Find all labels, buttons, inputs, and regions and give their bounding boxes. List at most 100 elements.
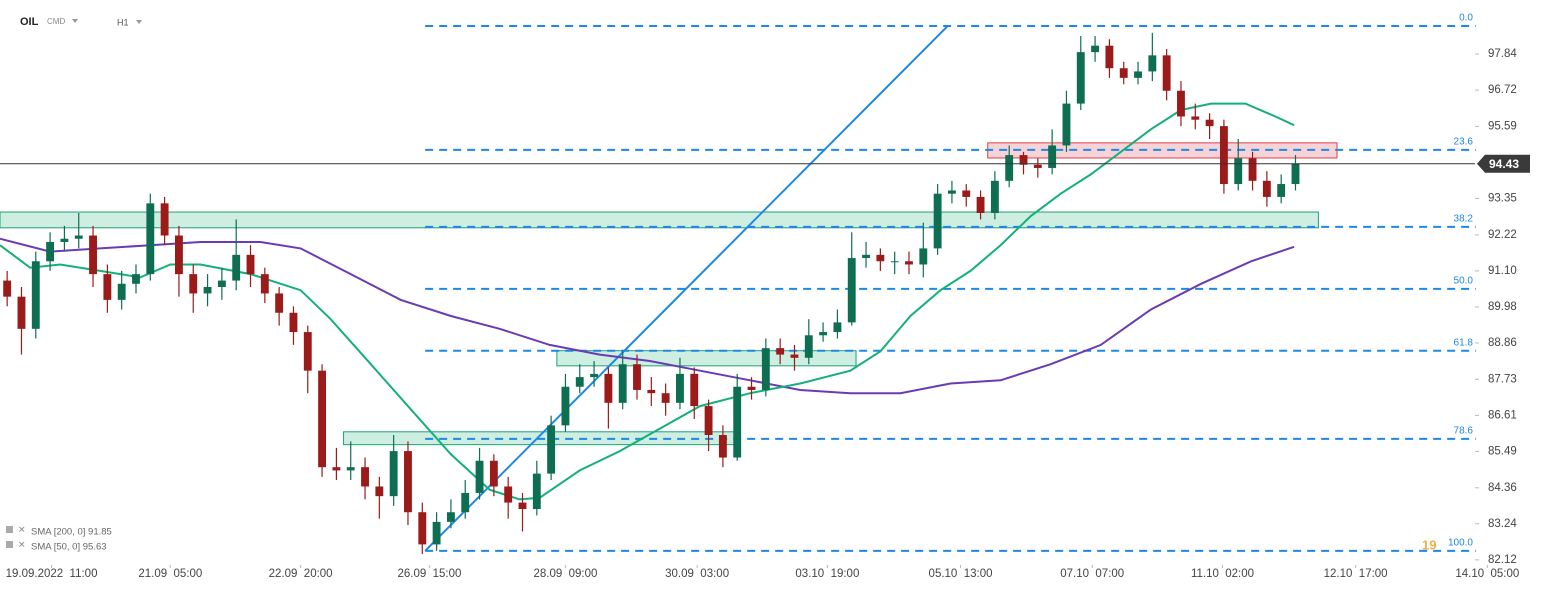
fib-label: 100.0 [1448, 537, 1473, 548]
y-tick-label: 88.86 [1488, 337, 1517, 349]
candle-body [418, 512, 427, 545]
candle-body [1234, 158, 1243, 185]
candle-body [976, 196, 985, 214]
candle-body [618, 364, 627, 403]
candle-body [461, 492, 470, 513]
candle-body [776, 348, 785, 355]
candle-body [905, 261, 913, 265]
candle-body [1119, 68, 1128, 78]
candle-body [647, 389, 656, 394]
candle-body [203, 287, 212, 294]
last-price-label: 94.43 [1489, 157, 1519, 171]
x-tick-label: 12.10 17:00 [1324, 568, 1388, 580]
candle-body [761, 348, 770, 390]
candle-body [604, 373, 613, 403]
candle-body [361, 467, 369, 487]
y-tick-label: 83.24 [1488, 518, 1517, 530]
candle-body [804, 335, 813, 358]
zone [0, 211, 1319, 229]
candle-body [289, 312, 298, 333]
candle-body [189, 274, 198, 294]
close-icon[interactable]: ✕ [18, 539, 26, 549]
candle-body [1033, 164, 1042, 168]
candle-body [3, 280, 12, 297]
x-tick-label: 11.10 02:00 [1191, 568, 1254, 580]
candle-body [633, 364, 641, 390]
candle-body [1248, 158, 1257, 181]
candle-body [1048, 145, 1057, 168]
interval[interactable]: H1 [117, 17, 129, 27]
candle-body [790, 354, 799, 358]
x-tick-label: 22.09 20:00 [269, 568, 333, 580]
candle-body [1205, 119, 1214, 127]
candle-body [547, 425, 556, 474]
candle-body [890, 261, 899, 263]
candle-body [532, 473, 541, 510]
legend-entry: SMA [200, 0] 91.85 [31, 527, 112, 538]
x-tick-label: 19.09.2022 11:00 [6, 568, 98, 580]
x-tick-label: 03.10 19:00 [795, 568, 859, 580]
eye-icon[interactable] [6, 526, 13, 533]
fib-label: 0.0 [1459, 13, 1473, 24]
candle-body [174, 235, 183, 275]
candle-body [733, 386, 742, 458]
candle-body [1062, 103, 1071, 146]
symbol[interactable]: OIL [20, 16, 39, 28]
x-tick-label: 28.09 09:00 [533, 568, 597, 580]
y-tick-label: 84.36 [1488, 482, 1517, 494]
candle-body [933, 193, 942, 249]
y-tick-label: 97.84 [1488, 48, 1517, 60]
candle-body [1105, 45, 1114, 69]
eye-icon[interactable] [6, 541, 13, 548]
candle-body [346, 467, 355, 471]
candle-body [718, 435, 727, 458]
candle-body [1277, 184, 1286, 197]
candle-body [103, 274, 112, 300]
y-tick-label: 96.72 [1488, 84, 1517, 96]
candle-body [31, 261, 40, 329]
candle-body [404, 451, 412, 513]
candle-body [275, 293, 284, 313]
candle-body [1191, 116, 1200, 120]
candle-body [990, 180, 999, 214]
y-tick-label: 89.98 [1488, 301, 1517, 313]
candle-body [876, 254, 885, 262]
candle-body [389, 451, 398, 497]
candle-body [1005, 155, 1014, 181]
candle-body [260, 274, 269, 294]
close-icon[interactable]: ✕ [18, 524, 26, 534]
watermark: 19 [1422, 537, 1436, 552]
last-price-box [1477, 154, 1530, 173]
y-tick-label: 82.12 [1488, 554, 1517, 566]
candle-body [74, 235, 83, 239]
x-tick-label: 26.09 15:00 [397, 568, 461, 580]
dropdown-arrow[interactable] [136, 20, 142, 24]
fib-label: 61.8 [1454, 337, 1474, 348]
candle-body [919, 248, 928, 265]
candle-body [60, 238, 69, 242]
candle-body [747, 386, 756, 390]
candle-body [303, 332, 312, 371]
candle-body [862, 254, 870, 259]
candle-body [962, 190, 971, 197]
y-tick-label: 92.22 [1488, 229, 1517, 241]
candle-body [217, 280, 226, 288]
x-tick-label: 30.09 03:00 [665, 568, 729, 580]
candle-body [1291, 163, 1300, 185]
candle-body [847, 258, 856, 323]
candle-body [1019, 155, 1028, 165]
candle-body [332, 467, 341, 471]
y-tick-label: 93.35 [1488, 193, 1517, 205]
fib-label: 50.0 [1454, 276, 1474, 287]
candle-body [1148, 55, 1157, 72]
dropdown-arrow[interactable] [72, 19, 78, 23]
sma-line [0, 102, 1295, 501]
candle-body [89, 235, 97, 275]
fib-label: 38.2 [1454, 213, 1474, 224]
candle-body [232, 254, 241, 281]
y-tick-label: 87.73 [1488, 373, 1517, 385]
x-tick-label: 05.10 13:00 [929, 568, 993, 580]
candle-body [46, 241, 55, 262]
